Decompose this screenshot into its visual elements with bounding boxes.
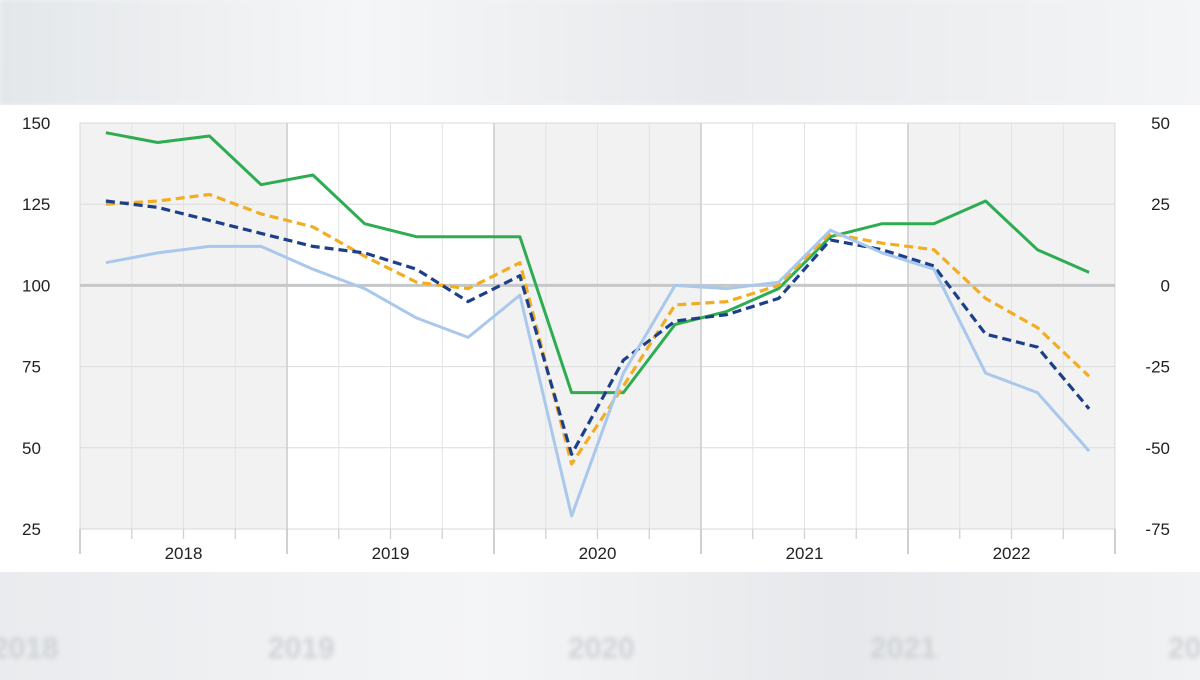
right-axis-tick-label: -50 [1145,439,1170,458]
right-axis-tick-label: -25 [1145,358,1170,377]
left-axis-tick-label: 50 [22,439,41,458]
series-line [105,199,1091,456]
x-axis-year-label: 2022 [993,544,1031,563]
x-axis-year-label: 2021 [786,544,824,563]
right-axis-tick-label: 50 [1151,114,1170,133]
blurred-backdrop-bottom [0,572,1200,680]
x-axis-year-label: 2018 [165,544,203,563]
left-axis-tick-label: 125 [22,195,50,214]
series-line [105,228,1091,518]
right-axis-tick-label: -75 [1145,520,1170,539]
left-axis-tick-label: 150 [22,114,50,133]
x-axis-year-label: 2020 [579,544,617,563]
background-year-label: 2021 [870,632,937,665]
gridlines [79,122,1116,530]
series-line [105,192,1091,466]
x-axis-year-label: 2019 [372,544,410,563]
blurred-backdrop-top [0,0,1200,105]
left-axis-tick-label: 25 [22,520,41,539]
right-axis-tick-label: 0 [1161,276,1170,295]
right-axis-tick-label: 25 [1151,195,1170,214]
background-year-label: 2022 [1168,632,1200,665]
background-year-label: 2018 [0,632,59,665]
left-axis-tick-label: 75 [22,358,41,377]
series-lines [105,131,1091,518]
series-line [105,131,1090,395]
left-axis-tick-label: 100 [22,276,50,295]
background-year-label: 2019 [268,632,335,665]
background-year-label: 2020 [568,632,635,665]
